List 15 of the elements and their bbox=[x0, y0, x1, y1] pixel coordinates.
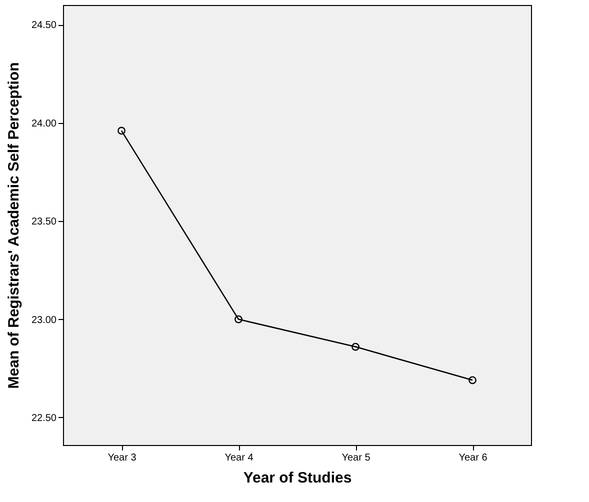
x-axis-title: Year of Studies bbox=[243, 470, 352, 486]
point bbox=[118, 126, 126, 135]
y-tick-label: 23.50 bbox=[31, 216, 57, 228]
point bbox=[468, 376, 476, 384]
x-tick-label: Year 5 bbox=[342, 452, 371, 464]
x-tick-label: Year 4 bbox=[224, 452, 254, 464]
y-tick-label: 23.00 bbox=[31, 314, 57, 326]
x-tick-label: Year 6 bbox=[458, 452, 488, 464]
x-tick-label: Year 3 bbox=[108, 452, 137, 464]
point bbox=[352, 342, 360, 351]
y-axis-title: Mean of Registrars' Academic Self Perception bbox=[5, 62, 22, 389]
y-tick-label: 24.50 bbox=[31, 20, 57, 32]
y-tick-label: 24.00 bbox=[31, 118, 57, 130]
point bbox=[234, 315, 242, 324]
y-tick-label: 22.50 bbox=[31, 413, 57, 424]
